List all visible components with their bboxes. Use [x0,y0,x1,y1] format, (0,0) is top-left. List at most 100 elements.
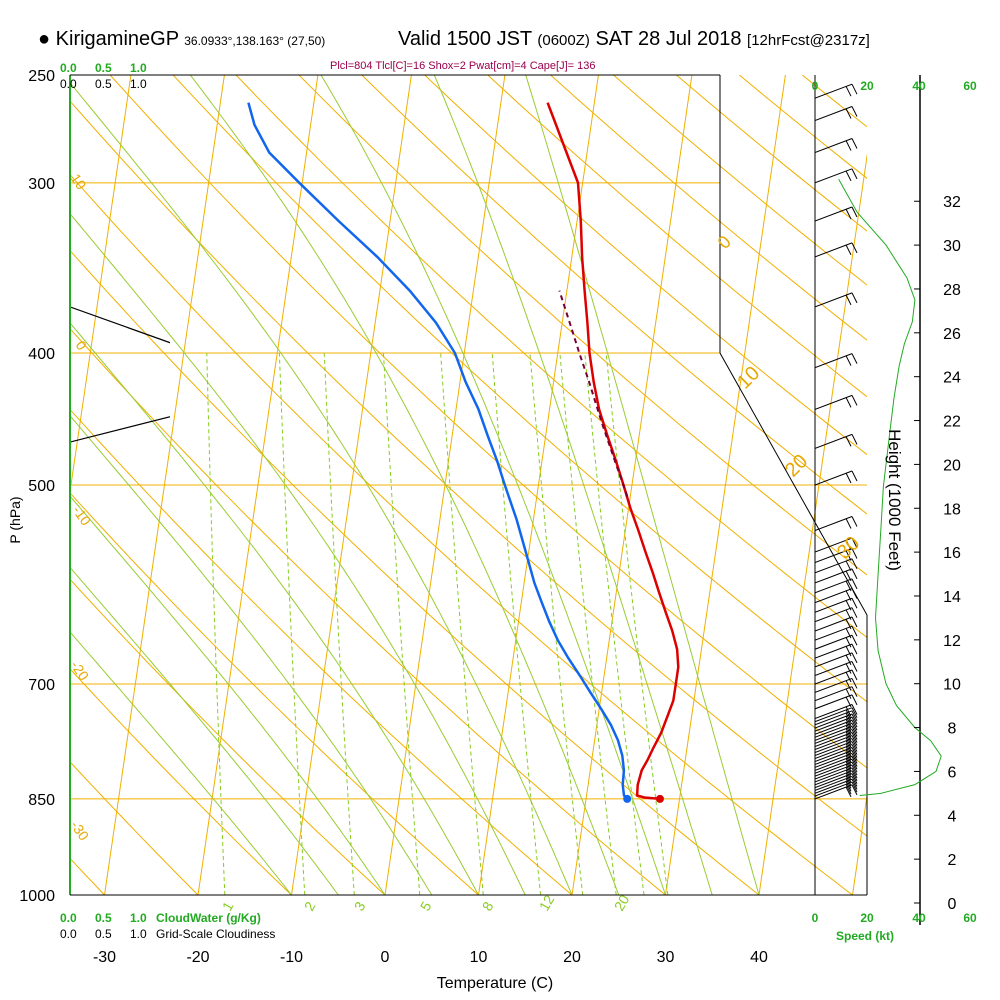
moist-adiabat-line [70,322,479,895]
wind-barb-flag [845,761,852,772]
wind-barb-flag [845,752,852,763]
wind-barb-flag [851,784,858,796]
wind-barb-flag [845,709,852,720]
forecast-info: [12hrFcst@2317z] [747,32,870,49]
series-layer [247,102,680,803]
mixing-ratio-line [559,352,617,895]
isotherm-label-right: 30 [833,532,864,563]
wind-barb-flag [851,756,858,767]
wind-barb-flag [845,170,852,182]
wind-barb-flag [851,434,858,445]
speed-tick-top: 60 [963,79,977,93]
wind-barb-flag [845,654,852,666]
wind-barb-flag [845,618,852,630]
wind-barb-flag [845,725,852,736]
speed-tick-top: 0 [812,79,819,93]
temperature-axis-label: Temperature (C) [437,975,553,992]
wind-barb-flag [845,772,852,784]
speed-tick-bottom: 0 [812,911,819,925]
dry-adiabat-line [0,75,11,895]
wind-barb-flag [845,746,852,757]
temperature-tick-label: -30 [93,949,116,966]
wind-barb-flag [845,731,852,742]
wind-barb-flag [845,769,852,781]
moist-adiabat-line [525,75,760,895]
wind-barb-flag [851,678,858,689]
wind-barb-flag [851,707,858,718]
wind-barb-flag [851,516,858,527]
pressure-tick-label: 700 [28,677,55,694]
temperature-tick-label: -20 [186,949,209,966]
speed-axis-label: Speed (kt) [836,929,894,943]
wind-barb-flag [851,669,858,681]
moist-adiabat-line [70,212,526,895]
wind-barb-flag [851,548,858,559]
moist-adiabat-line [70,631,292,895]
moist-adiabat-line [70,414,433,895]
height-tick-label: 28 [943,282,961,299]
wind-barb-flag [845,680,852,691]
wind-barb-flag [845,645,852,657]
wind-barb-flag [845,663,852,674]
wind-barb-flag [845,636,852,648]
wind-barb-flag [845,140,852,151]
isotherm-line [384,75,506,895]
height-tick-label: 10 [943,677,961,694]
dry-adiabat-line [70,173,853,895]
wind-barb-flag [851,353,858,364]
wind-barb-flag [851,704,858,715]
height-speed-line [838,179,942,796]
dry-adiabat-line [550,75,867,341]
wind-barb-flag [851,764,858,776]
dry-adiabat-line [109,75,867,769]
wind-barb-flag [851,741,858,752]
isotherm-label-left: -20 [68,658,93,684]
wind-barb-flag [845,781,852,792]
wind-barb-flag [845,712,852,724]
wind-barb-flag [845,85,852,97]
isotherm-line [197,75,319,895]
dry-adiabat-line [424,75,867,456]
wind-barb-flag [845,518,852,529]
wind-barb-flag [851,720,858,731]
height-tick-label: 6 [948,764,957,781]
wind-barb-flag [851,395,858,406]
height-tick-label: 0 [948,896,957,913]
wind-barb-flag [851,643,858,655]
wind-barb-flag [845,244,852,256]
wind-barb-flag [845,472,852,484]
temperature-tick-label: 20 [563,949,581,966]
wind-barb-flag [851,558,858,570]
wind-barb-flag [851,770,858,782]
wind-barb-flag [845,580,852,592]
wind-barb-flag [851,732,858,743]
wind-barb-flag [845,294,852,306]
wind-barb-flag [851,729,858,740]
moist-adiabat-line [70,495,386,895]
wind-barb-flag [845,397,852,408]
dry-adiabat-line [70,492,479,895]
wind-barb-flag [851,686,858,697]
cloudiness-tick-top: 1.0 [130,77,147,91]
mixing-ratio-line [278,352,306,895]
wind-barb-flag [845,743,852,754]
wind-barb-flag [845,766,852,778]
pressure-tick-label: 850 [28,792,55,809]
wind-barb-flag [851,779,858,790]
height-tick-label: 16 [943,545,961,562]
speed-tick-top: 20 [860,79,874,93]
pressure-axis-label: P (hPa) [7,496,23,543]
isotherm-label-right: 0 [714,232,735,253]
wind-barb-flag [845,718,852,730]
valid-date: SAT 28 Jul 2018 [595,28,742,50]
wind-barb-flag [845,560,852,572]
pressure-tick-label: 300 [28,176,55,193]
dewpoint-line [247,102,629,800]
height-tick-label: 30 [943,238,961,255]
wind-barb-flag [851,761,858,773]
mixing-ratio-line [382,352,421,895]
wind-barb-flag [845,609,852,620]
isotherm-label-right: 20 [781,450,812,481]
station-title: ● KirigamineGP 36.0933°,138.163° (27,50) [38,28,325,51]
isotherm-label-right: 10 [733,362,764,393]
